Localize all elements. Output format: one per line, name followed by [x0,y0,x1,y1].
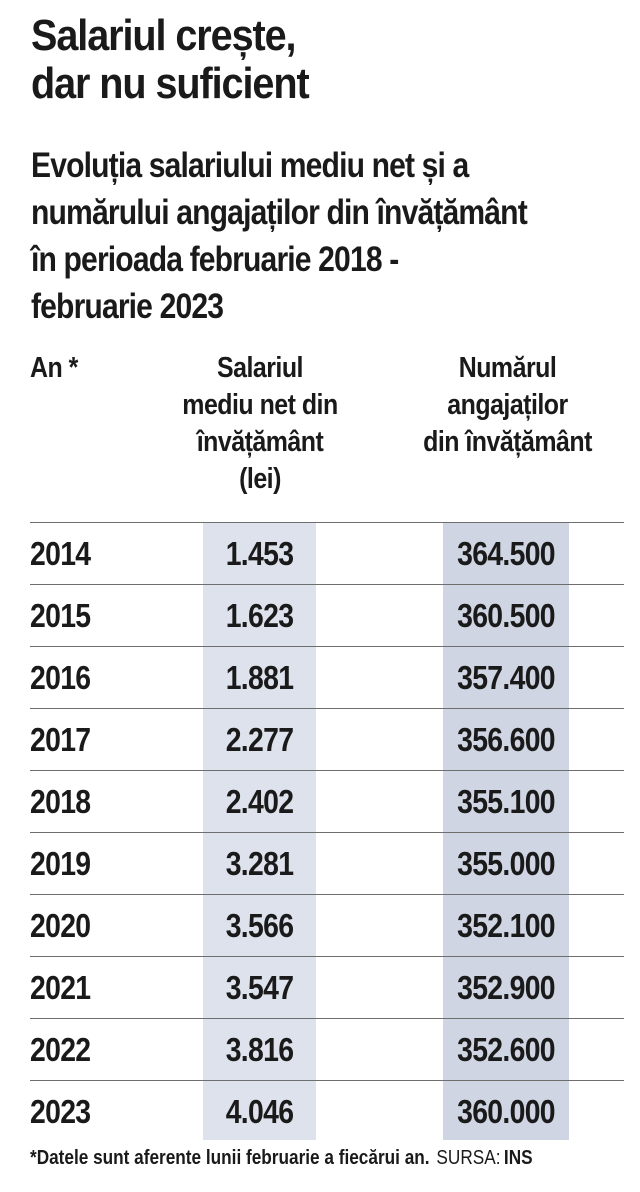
subtitle-line-2: numărului angajaților din învățământ [31,193,528,232]
column-header-employees-line-3: din învățământ [423,426,592,458]
employees-column-highlight [443,522,569,1140]
table-row: 2015 1.623 360.500 [0,584,640,646]
column-header-year: An * [30,350,130,387]
year-cell: 2019 [30,845,91,882]
employees-cell: 355.000 [457,845,555,882]
salary-cell: 2.277 [225,721,294,758]
year-cell: 2023 [30,1093,91,1130]
year-cell: 2020 [30,907,91,944]
source-label: SURSA: [436,1147,501,1169]
table-divider [30,1018,624,1019]
table-row: 2020 3.566 352.100 [0,894,640,956]
table-row: 2016 1.881 357.400 [0,646,640,708]
employees-cell: 364.500 [457,535,555,572]
year-cell: 2016 [30,659,91,696]
column-header-employees-line-2: angajaților [447,389,568,421]
table-row: 2023 4.046 360.000 [0,1080,640,1142]
table-divider [30,708,624,709]
year-cell: 2017 [30,721,91,758]
column-header-salary-line-4: (lei) [239,463,281,495]
year-cell: 2022 [30,1031,91,1068]
salary-cell: 3.281 [225,845,294,882]
column-header-salary: Salariul mediu net din învățământ (lei) [150,350,370,498]
salary-column-highlight [203,522,316,1140]
table-divider [30,832,624,833]
source-name: INS [503,1147,533,1169]
table-row: 2019 3.281 355.000 [0,832,640,894]
table-divider [30,584,624,585]
footnote: *Datele sunt aferente lunii februarie a … [30,1142,623,1174]
footnote-note: *Datele sunt aferente lunii februarie a … [30,1147,430,1169]
column-header-salary-line-1: Salariul [217,352,304,384]
employees-cell: 352.600 [457,1031,555,1068]
subtitle: Evoluția salariului mediu net și a număr… [31,142,599,330]
salary-cell: 3.566 [225,907,294,944]
table-row: 2021 3.547 352.900 [0,956,640,1018]
year-cell: 2014 [30,535,91,572]
employees-cell: 355.100 [457,783,555,820]
employees-cell: 360.500 [457,597,555,634]
employees-cell: 352.900 [457,969,555,1006]
salary-cell: 4.046 [225,1093,294,1130]
table-row: 2014 1.453 364.500 [0,522,640,584]
column-header-employees: Numărul angajaților din învățământ [395,350,620,461]
salary-cell: 3.547 [225,969,294,1006]
year-cell: 2018 [30,783,91,820]
table-divider [30,770,624,771]
headline-line-2: dar nu suficient [31,59,310,108]
table-divider [30,1080,624,1081]
column-header-employees-line-1: Numărul [458,352,557,384]
salary-cell: 3.816 [225,1031,294,1068]
headline: Salariul crește, dar nu suficient [31,12,571,108]
year-cell: 2021 [30,969,91,1006]
headline-line-1: Salariul crește, [31,11,297,60]
table-divider [30,956,624,957]
salary-cell: 1.881 [225,659,294,696]
table-divider [30,646,624,647]
salary-cell: 2.402 [225,783,294,820]
table-row: 2022 3.816 352.600 [0,1018,640,1080]
year-cell: 2015 [30,597,91,634]
salary-cell: 1.623 [225,597,294,634]
column-header-year-line-1: An * [30,352,78,384]
column-header-salary-line-3: învățământ [196,426,324,458]
employees-cell: 356.600 [457,721,555,758]
table-row: 2018 2.402 355.100 [0,770,640,832]
subtitle-line-4: februarie 2023 [31,287,224,326]
salary-cell: 1.453 [225,535,294,572]
table-divider [30,522,624,523]
subtitle-line-3: în perioada februarie 2018 - [31,240,399,279]
employees-cell: 352.100 [457,907,555,944]
employees-cell: 360.000 [457,1093,555,1130]
table-row: 2017 2.277 356.600 [0,708,640,770]
table-divider [30,894,624,895]
subtitle-line-1: Evoluția salariului mediu net și a [31,146,469,185]
column-header-salary-line-2: mediu net din [182,389,338,421]
employees-cell: 357.400 [457,659,555,696]
